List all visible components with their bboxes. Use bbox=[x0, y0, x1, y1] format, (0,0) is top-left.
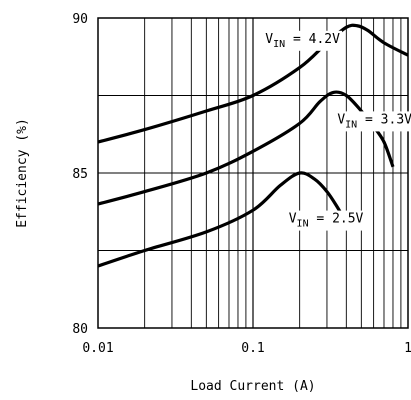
y-tick-label: 80 bbox=[72, 322, 88, 337]
y-axis-label: Efficiency (%) bbox=[15, 118, 30, 228]
series-label-bg bbox=[286, 210, 366, 231]
series-label-1: VIN = 4.2V bbox=[265, 32, 340, 50]
x-axis-label: Load Current (A) bbox=[190, 379, 315, 394]
x-tick-label: 0.1 bbox=[241, 341, 264, 356]
x-tick-label: 0.01 bbox=[82, 341, 113, 356]
grid bbox=[98, 18, 408, 328]
x-tick-label: 1 bbox=[404, 341, 411, 356]
series-label-2: VIN = 3.3V bbox=[337, 112, 411, 130]
plot-frame bbox=[97, 17, 409, 329]
series-label-bg bbox=[263, 30, 343, 51]
y-tick-label: 85 bbox=[72, 167, 88, 182]
tick-labels: 0.01 0.1 1 80 85 90 bbox=[72, 12, 411, 356]
y-tick-label: 90 bbox=[72, 12, 88, 27]
series-label-bg bbox=[335, 111, 411, 132]
series-label-3: VIN = 2.5V bbox=[289, 212, 364, 230]
series-labels: VIN = 4.2V VIN = 3.3V VIN = 2.5V bbox=[263, 30, 411, 231]
